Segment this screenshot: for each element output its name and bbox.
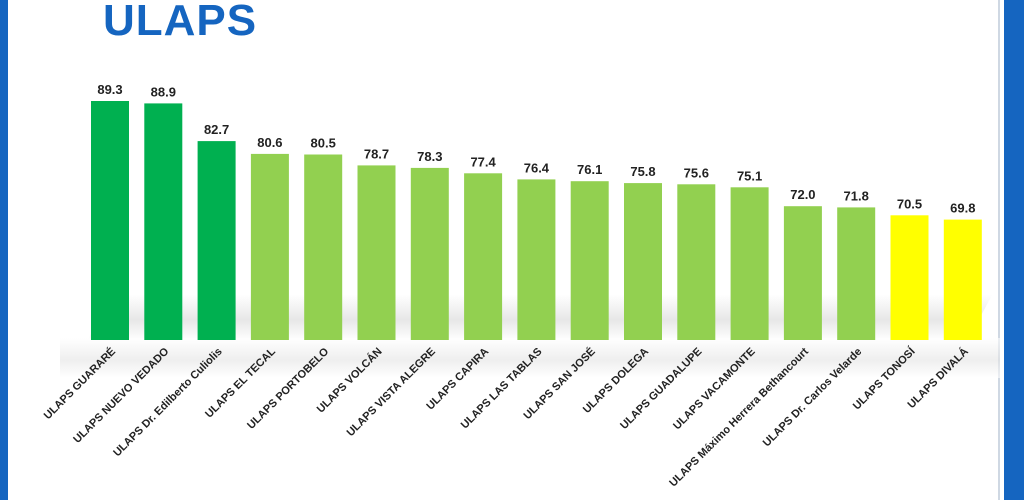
- left-accent-bar: [0, 0, 8, 500]
- page-title: ULAPS: [103, 0, 258, 45]
- data-label: 78.7: [364, 146, 389, 161]
- data-label: 80.5: [311, 136, 336, 151]
- bar: [624, 183, 662, 340]
- right-accent-bar: [1004, 0, 1024, 500]
- chart-floor-shadow: [60, 338, 1000, 378]
- bar: [464, 173, 503, 340]
- bar: [570, 181, 609, 340]
- bar: [144, 103, 183, 341]
- data-label: 76.1: [577, 162, 602, 177]
- data-label: 78.3: [417, 149, 442, 164]
- bar: [730, 187, 769, 340]
- bar: [250, 153, 289, 340]
- bar: [410, 167, 449, 340]
- data-label: 71.8: [844, 188, 869, 203]
- bar: [304, 154, 343, 340]
- data-label: 69.8: [950, 201, 975, 216]
- data-label: 80.6: [257, 135, 282, 150]
- data-label: 75.1: [737, 168, 762, 183]
- data-label: 77.4: [470, 154, 496, 169]
- bar: [783, 206, 822, 340]
- right-divider-line: [998, 0, 1000, 500]
- data-label: 82.7: [204, 122, 229, 137]
- data-label: 75.6: [684, 165, 709, 180]
- bar: [890, 215, 929, 340]
- bar: [677, 184, 716, 340]
- bar: [197, 141, 236, 340]
- bar: [517, 179, 556, 340]
- data-label: 70.5: [897, 196, 922, 211]
- data-label: 72.0: [790, 187, 815, 202]
- data-label: 88.9: [151, 84, 176, 99]
- bar: [943, 219, 982, 340]
- data-label: 76.4: [524, 160, 550, 175]
- data-label: 89.3: [97, 82, 122, 97]
- bar: [357, 165, 396, 340]
- bar: [837, 207, 876, 340]
- data-label: 75.8: [630, 164, 655, 179]
- bar: [91, 101, 129, 340]
